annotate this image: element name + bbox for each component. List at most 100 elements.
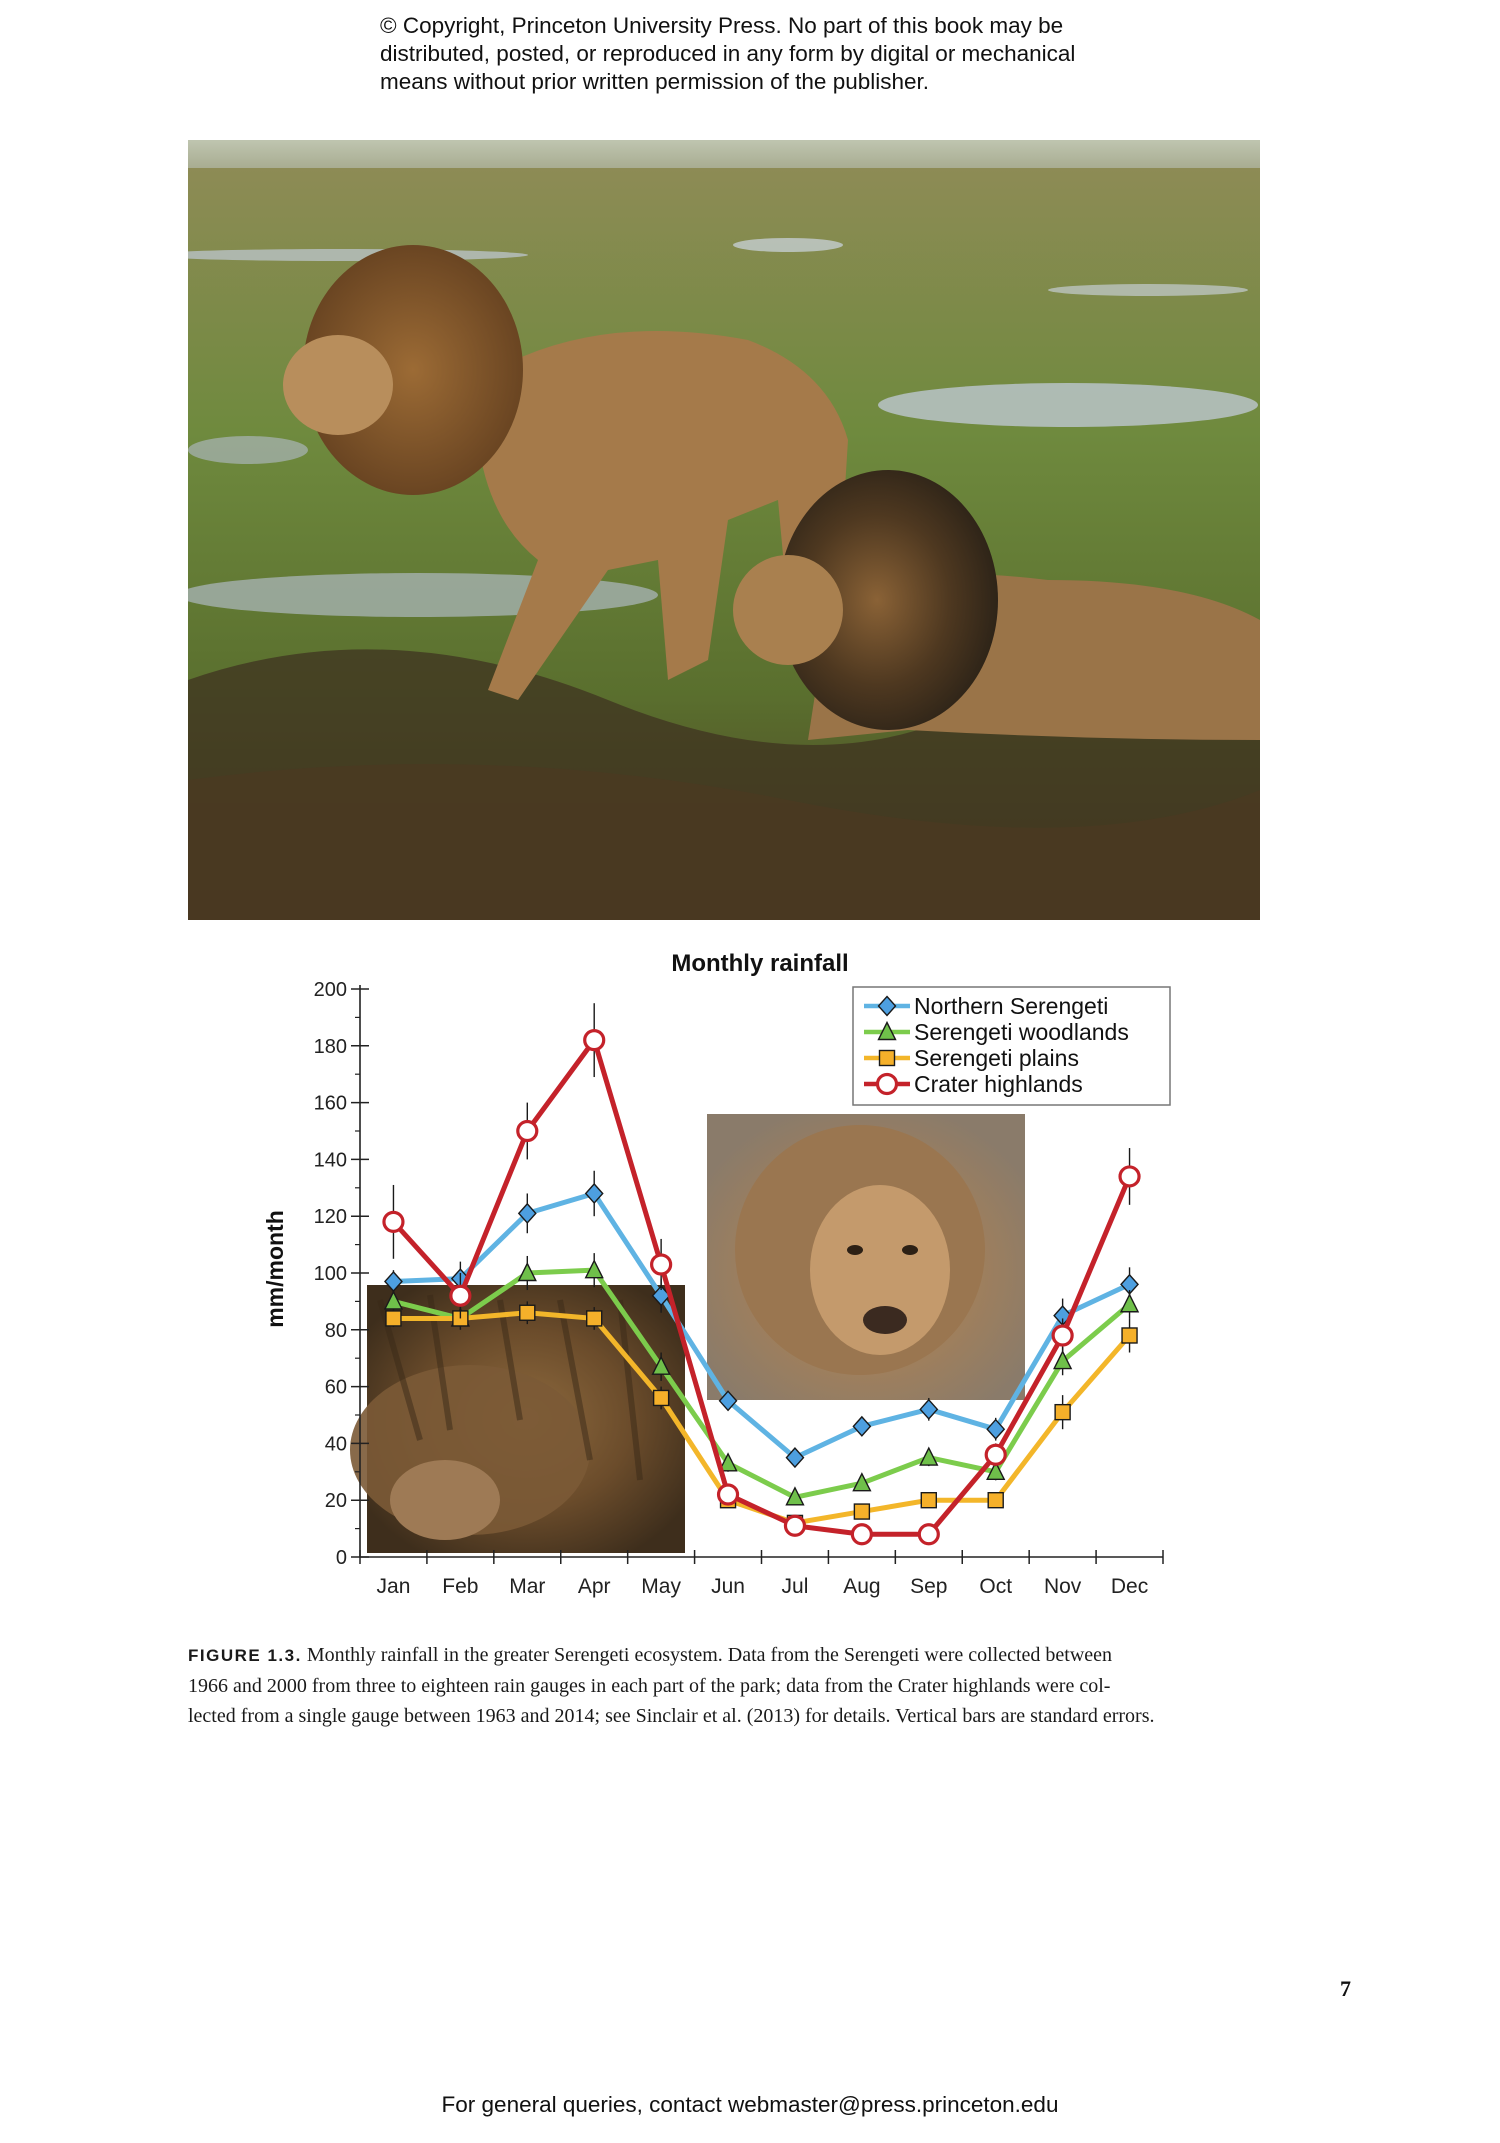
x-tick-label: May: [641, 1575, 681, 1598]
data-point: [919, 1398, 939, 1420]
x-tick-label: Jun: [711, 1575, 745, 1598]
caption-line: Monthly rainfall in the greater Serenget…: [306, 1644, 1113, 1666]
legend-item: Serengeti woodlands: [864, 1019, 1129, 1045]
x-tick-label: Apr: [578, 1575, 611, 1598]
data-point: [852, 1415, 872, 1437]
x-tick-label: Aug: [843, 1575, 880, 1598]
legend-marker: [877, 1020, 897, 1041]
series-crater-highlands: [382, 1003, 1141, 1546]
data-point: [517, 1261, 537, 1282]
legend-label: Northern Serengeti: [914, 993, 1108, 1019]
y-tick-label: 80: [325, 1320, 347, 1342]
y-tick-label: 160: [314, 1093, 347, 1115]
series-serengeti-woodlands: [383, 1253, 1140, 1506]
data-point: [385, 1310, 402, 1327]
axes: 0 20 40 60 80 100 120 140 160 180 200 Jan Feb Mar Apr M…: [314, 979, 1164, 1598]
y-tick-label: 140: [314, 1149, 347, 1171]
data-point: [986, 1460, 1006, 1480]
x-tick-label: Sep: [910, 1575, 947, 1598]
data-point: [917, 1523, 940, 1546]
x-tick-label: Jan: [377, 1575, 411, 1598]
data-point: [651, 1285, 671, 1307]
data-point: [852, 1472, 872, 1492]
legend-item: Crater highlands: [864, 1071, 1083, 1097]
x-tick-label: Nov: [1044, 1575, 1082, 1598]
data-point: [1118, 1165, 1141, 1188]
data-point: [516, 1119, 539, 1143]
data-point: [1120, 1273, 1139, 1295]
y-tick-label: 120: [314, 1206, 347, 1228]
data-point: [850, 1523, 873, 1546]
y-tick-label: 40: [325, 1433, 347, 1455]
copyright-line: © Copyright, Princeton University Press.…: [380, 13, 1064, 38]
x-tick-label: Feb: [442, 1575, 478, 1598]
series-line: [392, 1267, 1132, 1500]
series-line: [393, 1310, 1132, 1526]
figure-label: FIGURE 1.3.: [188, 1646, 302, 1665]
legend-marker: [875, 1072, 899, 1096]
data-point: [452, 1310, 469, 1327]
legend-item: Serengeti plains: [864, 1045, 1079, 1071]
data-point: [1054, 1403, 1071, 1421]
y-tick-label: 200: [314, 979, 347, 1001]
copyright-notice: © Copyright, Princeton University Press.…: [380, 12, 1180, 96]
data-point: [783, 1514, 807, 1537]
legend-item: Northern Serengeti: [864, 993, 1108, 1019]
data-point: [382, 1210, 405, 1233]
footer-contact: For general queries, contact webmaster@p…: [441, 2092, 1059, 2117]
y-tick-label: 180: [314, 1036, 347, 1058]
data-point: [785, 1486, 805, 1506]
data-point: [383, 1290, 404, 1310]
series-line: [391, 1037, 1132, 1537]
series-line: [393, 1190, 1131, 1461]
data-point: [1119, 1293, 1140, 1313]
data-point: [1053, 1305, 1073, 1327]
data-point: [919, 1446, 939, 1466]
data-point: [719, 1491, 737, 1509]
page-number: 7: [1340, 1976, 1351, 2001]
copyright-line: means without prior written permission o…: [380, 69, 930, 94]
series-layer: [382, 1003, 1141, 1546]
legend-marker: [877, 995, 897, 1017]
legend-label: Serengeti plains: [914, 1045, 1079, 1071]
data-point: [652, 1389, 670, 1407]
data-point: [519, 1304, 536, 1321]
data-point: [716, 1483, 740, 1506]
lion-photo-illustration: [188, 140, 1260, 920]
data-point: [1052, 1349, 1073, 1370]
data-point: [449, 1284, 472, 1307]
data-point: [1051, 1324, 1074, 1347]
data-point: [517, 1202, 537, 1224]
data-point: [718, 1452, 738, 1472]
data-point: [987, 1491, 1004, 1509]
y-tick-label: 20: [325, 1490, 347, 1512]
copyright-line: distributed, posted, or reproduced in an…: [380, 41, 1076, 66]
y-tick-label: 0: [336, 1547, 347, 1569]
data-point: [853, 1503, 871, 1520]
y-tick-label: 100: [314, 1263, 347, 1285]
data-point: [1121, 1327, 1138, 1344]
sleeping-lion-inset-photo: [350, 1285, 685, 1553]
x-tick-label: Oct: [979, 1575, 1012, 1598]
x-tick-label: Mar: [509, 1575, 545, 1598]
data-point: [651, 1355, 671, 1375]
data-point: [586, 1310, 603, 1327]
data-point: [986, 1418, 1006, 1440]
chart-title: Monthly rainfall: [671, 950, 848, 977]
caption-line: lected from a single gauge between 1963 …: [188, 1705, 1155, 1727]
caption-line: 1966 and 2000 from three to eighteen rai…: [188, 1675, 1111, 1697]
data-point: [920, 1491, 937, 1509]
y-axis-label: mm/month: [262, 1210, 288, 1328]
legend-box: [852, 986, 1171, 1106]
y-tick-label: 60: [325, 1377, 347, 1399]
legend-label: Serengeti woodlands: [914, 1019, 1129, 1045]
data-point: [384, 1270, 403, 1293]
data-point: [718, 1390, 738, 1412]
lion-portrait-inset-photo: [707, 1114, 1025, 1400]
figure-caption: FIGURE 1.3. Monthly rainfall in the grea…: [188, 1640, 1260, 1731]
data-point: [984, 1443, 1007, 1466]
data-point: [584, 1182, 604, 1205]
data-point: [583, 1029, 606, 1052]
lion-photo: [188, 140, 1260, 920]
